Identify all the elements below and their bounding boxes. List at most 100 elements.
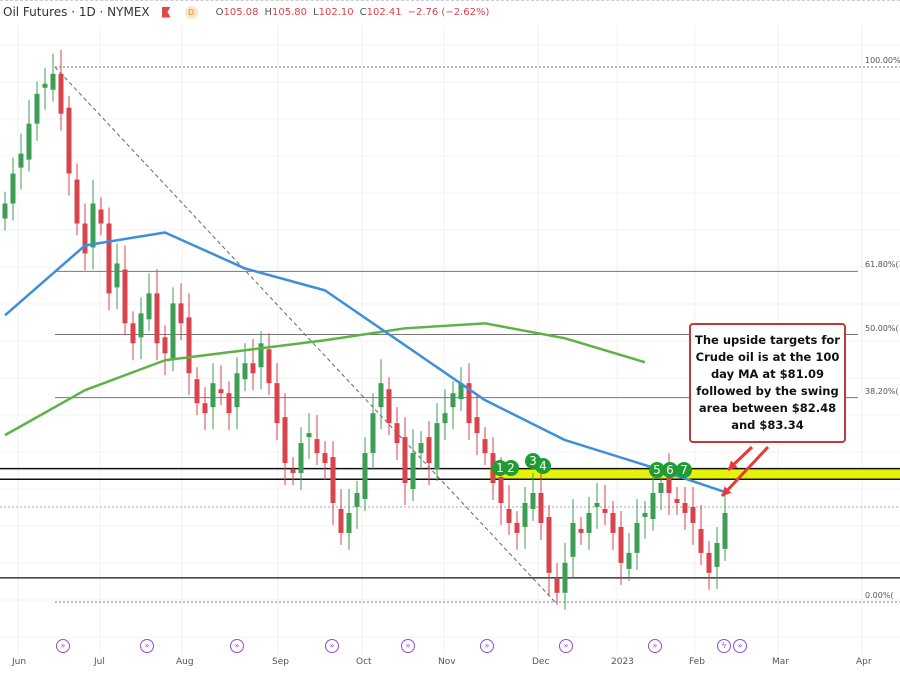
event-icon[interactable]: » [480,639,494,653]
candle-body [306,433,312,438]
candle-body [34,93,40,124]
candle-body [290,469,296,474]
x-tick-label: Oct [356,657,372,667]
open-label: O [215,6,224,18]
open-value: 105.08 [223,6,259,18]
candle-body [506,508,512,523]
x-tick-label: Nov [438,657,456,667]
candle-body [18,153,24,168]
event-icon[interactable]: » [230,639,244,653]
candle-body [298,443,304,474]
symbol-title[interactable]: Oil Futures · 1D · NYMEX [3,5,150,19]
candle-body [610,512,616,533]
flag-icon[interactable] [161,6,171,18]
event-icon[interactable]: » [140,639,154,653]
candle-body [554,578,560,593]
event-icon[interactable]: » [56,639,70,653]
lightning-event-icon[interactable]: ϟ [717,639,731,653]
candle-body [330,457,336,503]
candle-body [274,383,280,424]
candle-body [450,393,456,408]
candle-body [514,522,520,533]
candle-body [242,363,248,380]
dividend-badge[interactable]: D [184,5,198,19]
candle-body [90,203,96,248]
candle-body [266,349,272,384]
candle-body [386,389,392,424]
candle-body [658,483,664,494]
fib-level-label: 100.00%(1 [865,56,900,65]
event-icon[interactable]: » [733,639,747,653]
close-value: 102.41 [366,6,402,18]
event-icon[interactable]: » [401,639,415,653]
candle-body [162,337,168,354]
arrow-to-ma-head [722,486,732,496]
candle-body [218,389,224,394]
event-icon[interactable]: » [325,639,339,653]
candle-body [314,439,320,454]
candle-body [698,528,704,553]
candle-body [586,512,592,533]
candle-body [370,413,376,454]
candle-body [714,542,720,567]
fib-level-label: 50.00%( [865,323,899,333]
candle-body [522,502,528,527]
candle-body [394,423,400,444]
candle-body [42,83,48,88]
ohlc-values: O105.08 H105.80 L102.10 C102.41 −2.76 (−… [212,7,490,18]
x-tick-label: Jun [12,657,27,667]
candle-body [74,179,80,224]
candle-body [322,453,328,464]
candle-body [194,379,200,404]
candle-body [410,453,416,490]
x-tick-label: Feb [689,657,705,667]
chart-header: Oil Futures · 1D · NYMEX D O105.08 H105.… [0,0,900,23]
candle-body [354,493,360,507]
swing-marker: 5 [649,462,665,478]
candle-body [706,552,712,573]
fib-trend-line [54,66,556,603]
annotation-box[interactable]: The upside targets for Crude oil is at t… [689,323,846,443]
x-tick-label: Apr [856,657,872,667]
candle-body [458,383,464,400]
low-label: L [313,6,319,18]
candle-body [570,522,576,557]
candle-body [186,317,192,374]
event-icon[interactable]: » [559,639,573,653]
x-tick-label: 2023 [611,657,634,667]
candle-body [346,512,352,533]
x-tick-label: Sep [272,657,289,667]
candle-body [66,107,72,174]
swing-marker: 4 [535,458,551,474]
candle-body [538,493,544,523]
x-tick-label: Dec [532,657,550,667]
candle-body [642,512,648,517]
candle-body [258,343,264,368]
candle-body [26,123,32,160]
candle-body [138,313,144,338]
candle-body [202,403,208,414]
candle-body [98,209,104,224]
swing-area-band [490,468,900,480]
candle-body [474,417,480,434]
fib-level-label: 38.20%( [865,386,899,396]
candle-body [498,477,504,503]
x-tick-label: Jul [94,657,105,667]
candle-body [170,303,176,360]
event-icon[interactable]: » [648,639,662,653]
candle-body [210,383,216,408]
candle-body [58,73,64,114]
candle-body [114,263,120,288]
candle-body [690,506,696,523]
candle-body [10,173,16,204]
candle-body [602,508,608,513]
candle-body [442,413,448,424]
candle-body [674,498,680,503]
candle-body [362,453,368,499]
candle-body [722,512,728,549]
ma-200-line [4,322,646,437]
candle-body [418,443,424,454]
candle-body [618,526,624,563]
candle-body [626,552,632,569]
